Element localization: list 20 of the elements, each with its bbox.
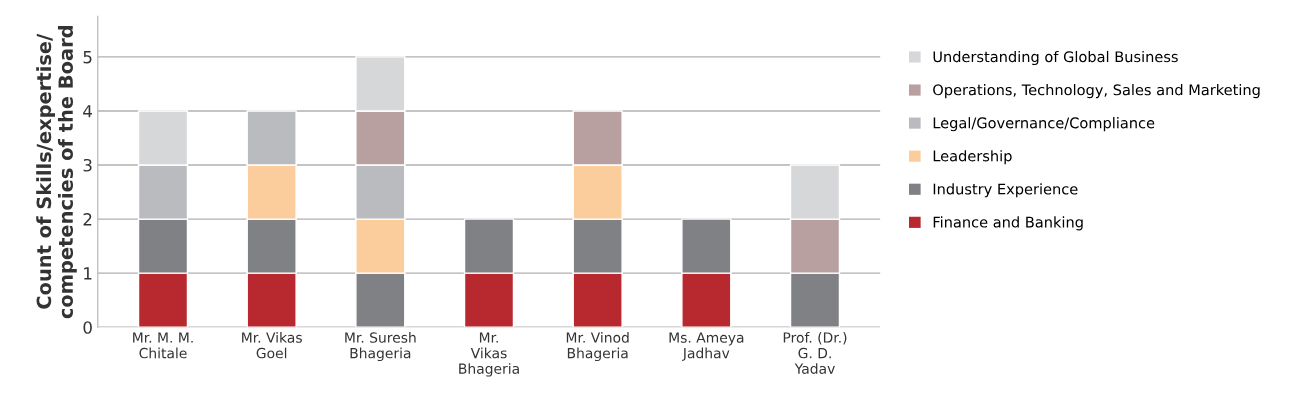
- x-tick-label: Prof. (Dr.) G. D. Yadav: [783, 332, 847, 374]
- legend-label: Finance and Banking: [933, 216, 1083, 231]
- x-tick-label: Mr. Suresh Bhageria: [345, 332, 416, 362]
- legend-label: Operations, Technology, Sales and Marketing: [933, 84, 1260, 99]
- legend-label: Industry Experience: [933, 183, 1078, 198]
- x-tick-label: Mr. Vikas Bhageria: [459, 332, 519, 377]
- x-tick-label: Ms. Ameya Jadhav: [669, 332, 744, 361]
- y-axis-title: Count of Skills/expertise/ competencies of the Board: [36, 26, 77, 319]
- y-tick-label: 5: [83, 51, 92, 64]
- x-tick-label: Mr. Vikas Goel: [242, 332, 302, 359]
- y-tick-label: 2: [83, 213, 92, 226]
- legend-label: Leadership: [933, 150, 1012, 165]
- x-tick-label: Mr. Vinod Bhageria: [566, 332, 629, 362]
- y-tick-label: 0: [83, 321, 92, 334]
- legend-label: Legal/Governance/Compliance: [933, 117, 1155, 132]
- y-tick-label: 4: [83, 105, 92, 118]
- y-tick-label: 3: [83, 158, 92, 172]
- x-tick-label: Mr. M. M. Chitale: [133, 332, 193, 359]
- y-tick-label: 1: [84, 267, 92, 280]
- legend-label: Understanding of Global Business: [933, 50, 1178, 66]
